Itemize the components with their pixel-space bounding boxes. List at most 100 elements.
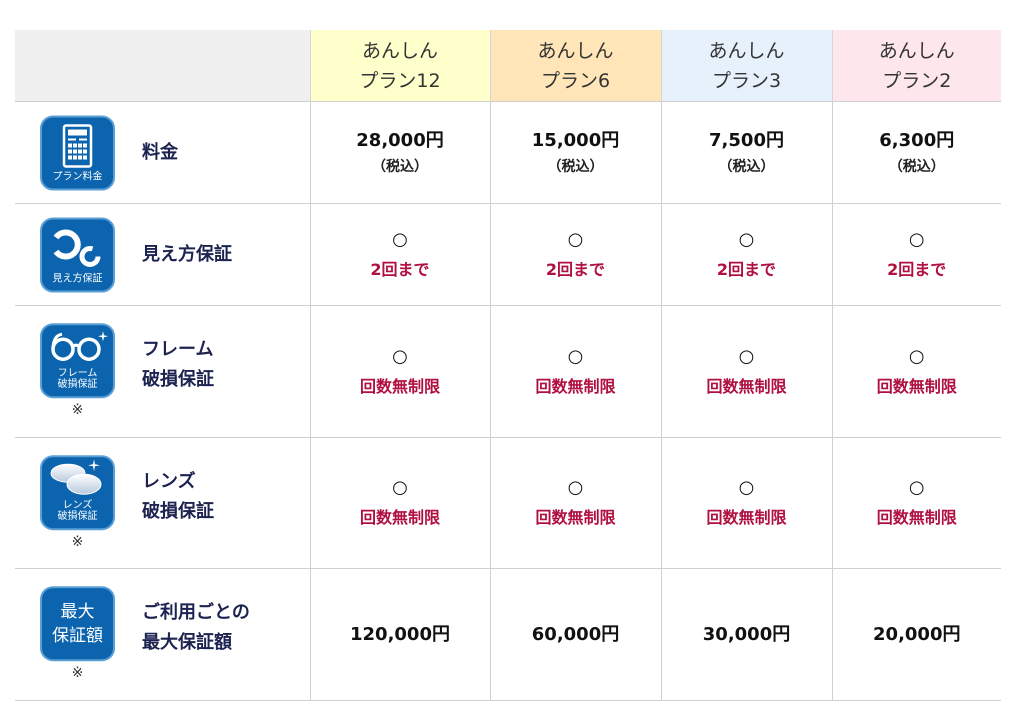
limit-text: 回数無制限 xyxy=(876,508,957,527)
available-mark: ○ xyxy=(567,345,584,367)
row-label-line: 最大保証額 xyxy=(142,631,232,653)
limit-text: 回数無制限 xyxy=(535,508,616,527)
cell: ○ 回数無制限 xyxy=(489,437,661,569)
row-frame-damage: フレーム 破損保証 ※ フレーム 破損保証 ○ 回数無制限 ○ 回数無制限 ○ 回数無制限… xyxy=(15,305,1001,438)
icon-caption: レンズ 破損保証 xyxy=(42,500,113,522)
row-max-guarantee: 最大 保証額 ※ ご利用ごとの 最大保証額 120,000円 60,000円 30,… xyxy=(15,568,1001,701)
available-mark: ○ xyxy=(392,477,408,498)
cell: ○ 2回まで xyxy=(489,203,661,306)
cell: 20,000円 xyxy=(831,568,1001,701)
max-amount: 30,000円 xyxy=(702,623,791,645)
cell: 28,000円 （税込） xyxy=(309,101,490,204)
icon-wrap: 最大 保証額 ※ xyxy=(39,586,116,681)
cell: ○ 回数無制限 xyxy=(831,437,1001,569)
cell: 6,300円 （税込） xyxy=(831,101,1001,204)
limit-text: 回数無制限 xyxy=(359,376,440,396)
max-amount: 20,000円 xyxy=(873,623,961,645)
plan-name: あんしん xyxy=(537,39,614,62)
vision-guarantee-icon: 見え方保証 xyxy=(40,217,115,292)
available-mark: ○ xyxy=(392,345,408,367)
tax-note: （税込） xyxy=(547,158,604,175)
icon-caption: フレーム 破損保証 xyxy=(42,368,113,390)
plan-name: プラン3 xyxy=(711,69,782,92)
header-row: あんしんプラン12 あんしんプラン6 あんしんプラン3 あんしんプラン2 xyxy=(15,30,1001,102)
limit-text: 回数無制限 xyxy=(706,376,787,396)
row-label: ご利用ごとの 最大保証額 xyxy=(142,598,250,658)
available-mark: ○ xyxy=(567,477,584,498)
max-amount: 60,000円 xyxy=(531,623,620,645)
cell: ○ 2回まで xyxy=(660,203,832,306)
icon-wrap: 見え方保証 xyxy=(39,217,116,292)
plan-name: プラン2 xyxy=(882,69,952,92)
row-label-cell: プラン料金 料金 xyxy=(15,101,310,204)
available-mark: ○ xyxy=(738,477,755,498)
cell: 7,500円 （税込） xyxy=(660,101,832,204)
icon-wrap: プラン料金 xyxy=(39,115,116,190)
plan-comparison-table: あんしんプラン12 あんしんプラン6 あんしんプラン3 あんしんプラン2 xyxy=(15,30,1001,701)
row-label-line: ご利用ごとの xyxy=(142,601,250,623)
icon-caption: 最大 保証額 xyxy=(42,600,113,648)
row-label-cell: 最大 保証額 ※ ご利用ごとの 最大保証額 xyxy=(15,568,310,701)
tax-note: （税込） xyxy=(888,158,945,175)
limit-text: 2回まで xyxy=(716,259,777,279)
plan-header-2: あんしんプラン2 xyxy=(831,30,1001,102)
row-label: 料金 xyxy=(142,141,178,163)
lens-icon: レンズ 破損保証 xyxy=(40,454,115,530)
row-lens-damage: レンズ 破損保証 ※ レンズ 破損保証 ○ 回数無制限 ○ 回数無制限 ○ 回数無制限 ○… xyxy=(15,437,1001,569)
icon-caption-line: フレーム xyxy=(57,368,98,380)
available-mark: ○ xyxy=(567,228,584,250)
icon-wrap: レンズ 破損保証 ※ xyxy=(39,454,116,550)
price: 6,300円 xyxy=(879,129,955,151)
plan-name: あんしん xyxy=(361,39,438,62)
row-label: 見え方保証 xyxy=(142,243,232,265)
limit-text: 回数無制限 xyxy=(706,508,787,527)
header-corner xyxy=(15,30,310,102)
cell: 60,000円 xyxy=(489,568,661,701)
icon-caption: プラン料金 xyxy=(52,171,103,182)
icon-caption-line: 最大 xyxy=(60,602,95,623)
available-mark: ○ xyxy=(738,345,755,367)
icon-caption: 見え方保証 xyxy=(52,273,103,284)
limit-text: 回数無制限 xyxy=(535,376,616,396)
row-label-cell: レンズ 破損保証 ※ レンズ 破損保証 xyxy=(15,437,310,569)
calculator-icon: プラン料金 xyxy=(40,115,115,190)
row-label-cell: 見え方保証 見え方保証 xyxy=(15,203,310,306)
cell: 15,000円 （税込） xyxy=(489,101,661,204)
available-mark: ○ xyxy=(908,345,925,367)
cell: ○ 2回まで xyxy=(831,203,1001,306)
plan-name: あんしん xyxy=(708,39,785,62)
glasses-icon: フレーム 破損保証 xyxy=(40,323,115,399)
plan-name: プラン12 xyxy=(359,69,441,92)
footnote-mark: ※ xyxy=(71,533,84,550)
plan-header-3: あんしんプラン3 xyxy=(660,30,832,102)
cell: 120,000円 xyxy=(309,568,490,701)
limit-text: 回数無制限 xyxy=(359,508,440,527)
available-mark: ○ xyxy=(392,228,408,250)
cell: ○ 回数無制限 xyxy=(831,305,1001,438)
plan-header-6: あんしんプラン6 xyxy=(489,30,661,102)
limit-text: 回数無制限 xyxy=(876,376,957,396)
tax-note: （税込） xyxy=(372,158,428,175)
row-label: フレーム 破損保証 xyxy=(142,335,214,395)
price: 28,000円 xyxy=(356,129,444,151)
cell: ○ 回数無制限 xyxy=(309,305,490,438)
row-label-line: フレーム xyxy=(142,338,214,360)
cell: 30,000円 xyxy=(660,568,832,701)
plan-name: プラン6 xyxy=(540,69,611,92)
cell: ○ 回数無制限 xyxy=(660,305,832,438)
limit-text: 2回まで xyxy=(887,259,947,279)
icon-caption-line: 破損保証 xyxy=(57,510,98,522)
icon-caption-line: 保証額 xyxy=(52,626,103,647)
available-mark: ○ xyxy=(738,228,755,250)
row-price: プラン料金 料金 28,000円 （税込） 15,000円 （税込） 7,500円 （… xyxy=(15,101,1001,204)
row-label: レンズ 破損保証 xyxy=(142,467,214,527)
cell: ○ 回数無制限 xyxy=(309,437,490,569)
icon-caption-line: 破損保証 xyxy=(57,379,98,391)
price: 15,000円 xyxy=(531,129,620,151)
max-amount-icon: 最大 保証額 xyxy=(40,586,115,662)
cell: ○ 回数無制限 xyxy=(660,437,832,569)
icon-wrap: フレーム 破損保証 ※ xyxy=(39,323,116,418)
plan-name: あんしん xyxy=(878,39,955,62)
limit-text: 2回まで xyxy=(545,259,606,279)
row-label-line: 破損保証 xyxy=(142,500,214,522)
